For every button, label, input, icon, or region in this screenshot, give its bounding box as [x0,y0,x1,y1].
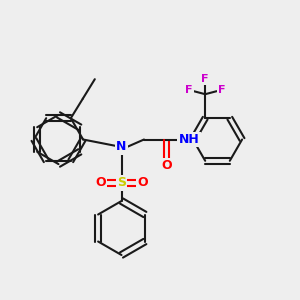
Text: F: F [218,85,226,95]
Text: O: O [137,176,148,190]
Text: S: S [117,176,126,190]
Text: F: F [202,74,209,84]
Text: NH: NH [178,133,200,146]
Text: N: N [116,140,127,154]
Text: F: F [185,85,193,95]
Text: O: O [95,176,106,190]
Text: O: O [161,159,172,172]
